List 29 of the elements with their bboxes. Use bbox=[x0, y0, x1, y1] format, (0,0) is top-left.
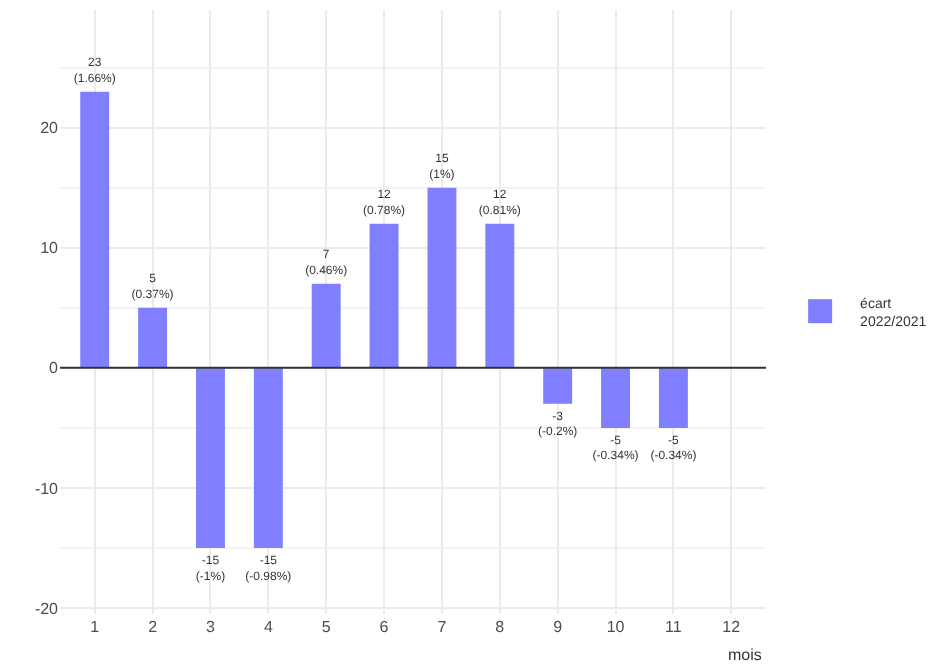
y-tick-label: 20 bbox=[40, 119, 60, 138]
bar bbox=[369, 223, 399, 368]
bar bbox=[311, 283, 341, 368]
bar bbox=[427, 187, 457, 368]
x-tick-label: 1 bbox=[90, 618, 101, 636]
x-tick-label: 8 bbox=[495, 618, 506, 636]
bar bbox=[543, 367, 573, 404]
x-tick-label: 10 bbox=[606, 618, 626, 636]
y-tick-label: -10 bbox=[34, 479, 60, 498]
bar bbox=[485, 223, 515, 368]
x-tick-label: 5 bbox=[321, 618, 332, 636]
x-tick-label: 9 bbox=[553, 618, 564, 636]
bar bbox=[80, 91, 110, 368]
x-axis-title: mois bbox=[728, 646, 762, 664]
x-tick-label: 4 bbox=[263, 618, 274, 636]
x-tick-label: 7 bbox=[437, 618, 448, 636]
bar bbox=[658, 367, 688, 428]
x-tick-label: 6 bbox=[379, 618, 390, 636]
x-tick-label: 11 bbox=[665, 618, 683, 636]
bar bbox=[601, 367, 630, 428]
y-tick-label: -20 bbox=[34, 599, 60, 618]
bar bbox=[196, 367, 225, 548]
x-tick-label: 2 bbox=[148, 618, 159, 636]
x-tick-label: 12 bbox=[722, 618, 742, 636]
bar bbox=[253, 367, 283, 548]
bar bbox=[138, 307, 168, 368]
x-tick-label: 3 bbox=[206, 618, 217, 636]
y-tick-label: 0 bbox=[49, 359, 60, 378]
y-tick-label: 10 bbox=[40, 239, 60, 258]
